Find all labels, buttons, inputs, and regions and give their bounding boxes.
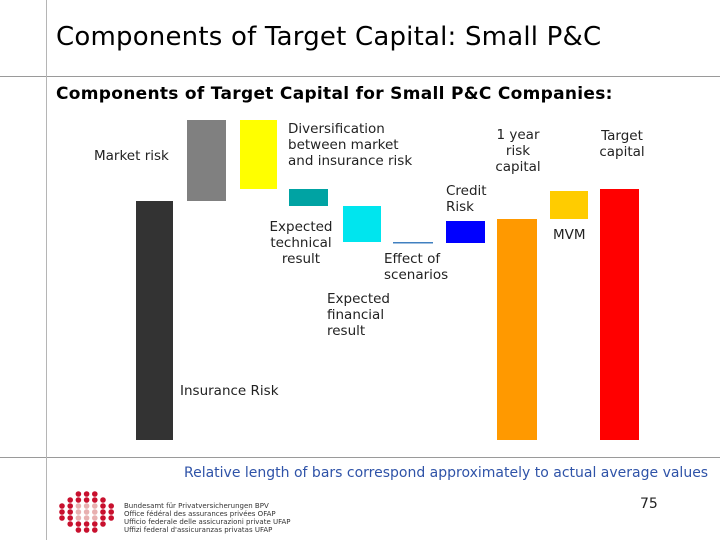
label-effect-of-scenarios: Effect of scenarios: [384, 251, 449, 283]
bar-insurance-risk: [136, 201, 173, 440]
label-market-risk: Market risk: [94, 148, 169, 164]
bar-expected-financial-result: [343, 206, 381, 242]
bar-effect-of-scenarios: [393, 242, 433, 244]
label-mvm: MVM: [553, 227, 586, 243]
label-insurance-risk: Insurance Risk: [180, 383, 279, 399]
bar-mvm: [550, 191, 588, 219]
left-margin-line: [46, 0, 47, 540]
bar-credit-risk: [446, 221, 485, 243]
org-name-de: Bundesamt für Privatversicherungen BPV: [124, 502, 269, 510]
label-diversification: Diversification between market and insur…: [288, 121, 413, 169]
bar-target-capital: [600, 189, 639, 440]
label-expected-technical-result: Expected technical result: [269, 219, 333, 267]
title-divider-line: [0, 76, 720, 77]
bar-one-year-risk-capital: [497, 219, 537, 440]
org-name-it: Ufficio federale delle assicurazioni pri…: [124, 518, 291, 526]
org-name-rm: Uffizi federal d'assicuranzas privatas U…: [124, 526, 273, 534]
chart-title: Components of Target Capital for Small P…: [56, 84, 613, 104]
bar-expected-technical-result: [289, 189, 328, 206]
label-credit-risk: Credit Risk: [446, 183, 487, 215]
label-expected-financial-result: Expected financial result: [327, 291, 390, 339]
footer-divider-line: [0, 457, 720, 458]
bar-market-risk: [187, 120, 226, 201]
federal-office-logo-icon: [59, 491, 114, 533]
bar-diversification: [240, 120, 277, 189]
org-name-fr: Office fédéral des assurances privées OF…: [124, 510, 276, 518]
label-target-capital: Target capital: [599, 128, 645, 160]
label-one-year-risk-capital: 1 year risk capital: [495, 127, 541, 175]
footnote: Relative length of bars correspond appro…: [184, 465, 709, 481]
page-title: Components of Target Capital: Small P&C: [56, 22, 602, 52]
page-number: 75: [640, 496, 658, 512]
